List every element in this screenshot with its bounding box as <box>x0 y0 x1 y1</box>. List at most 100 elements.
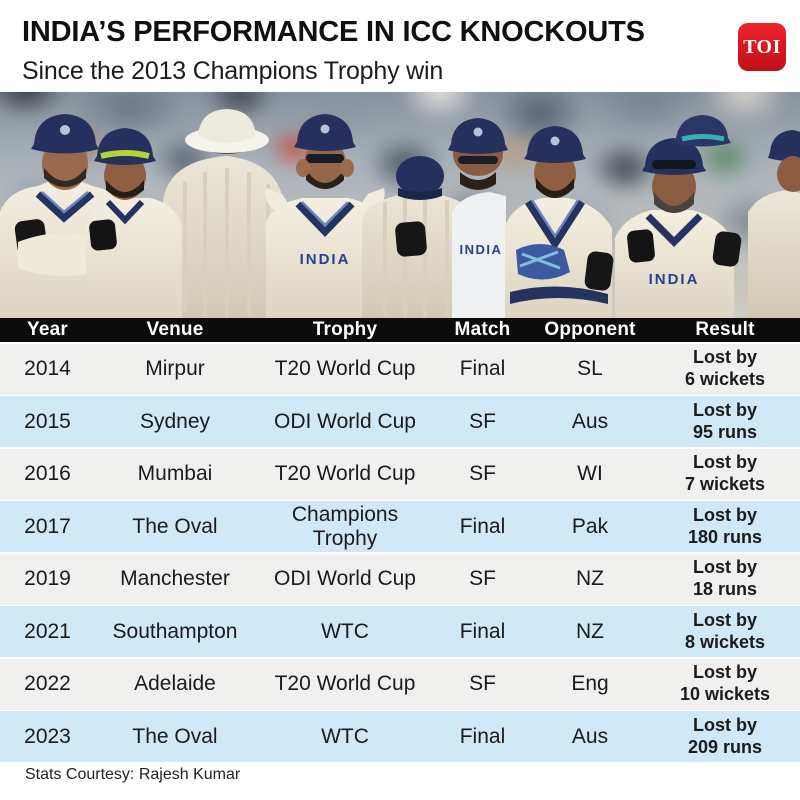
player-white-hat <box>163 109 284 318</box>
cell-opponent: Pak <box>571 514 609 538</box>
table-row-2015: 2015 Sydney ODI World Cup SF Aus Lost by… <box>0 396 800 447</box>
cell-match: SF <box>469 567 496 591</box>
cell-result: Lost by 7 wickets <box>650 452 800 495</box>
result-line1: Lost by <box>692 609 757 630</box>
player-holding-gloves <box>505 126 614 318</box>
cell-result: Lost by 209 runs <box>650 715 800 758</box>
page-title: INDIA’S PERFORMANCE IN ICC KNOCKOUTS <box>22 16 645 48</box>
result-line1: Lost by <box>692 347 757 368</box>
col-result: Result <box>695 318 755 340</box>
team-photo: INDIA INDIA <box>0 92 800 318</box>
result-line2: 6 wickets <box>684 369 766 389</box>
cell-match: Final <box>459 514 506 538</box>
cell-venue: The Oval <box>132 724 218 748</box>
toi-logo: TOI <box>738 23 786 71</box>
cell-match: SF <box>469 672 496 696</box>
table-row-2017: 2017 The Oval Champions Trophy Final Pak… <box>0 501 800 552</box>
table-row-2019: 2019 Manchester ODI World Cup SF NZ Lost… <box>0 553 800 605</box>
cell-opponent: SL <box>577 357 603 381</box>
cell-result: Lost by 8 wickets <box>650 610 800 653</box>
cell-trophy: WTC <box>255 620 435 643</box>
player-back-turned <box>362 156 478 318</box>
cell-year: 2014 <box>24 357 71 381</box>
trophy-text: ODI World Cup <box>274 409 416 433</box>
cell-result: Lost by 95 runs <box>650 400 800 443</box>
table-row-2021: 2021 Southampton WTC Final NZ Lost by 8 … <box>0 606 800 657</box>
cell-match: SF <box>469 409 496 433</box>
cell-trophy: Champions Trophy <box>255 503 435 549</box>
player-cap-low: INDIA <box>448 118 508 318</box>
result-line1: Lost by <box>692 557 757 578</box>
cell-result: Lost by 180 runs <box>650 505 800 548</box>
cell-result: Lost by 10 wickets <box>650 662 800 705</box>
cell-trophy: T20 World Cup <box>255 462 435 485</box>
player-behind-cap <box>673 115 731 147</box>
table-header: Year Venue Trophy Match Opponent Result <box>0 318 800 342</box>
result-line2: 8 wickets <box>684 631 766 652</box>
cell-match: Final <box>459 357 506 381</box>
col-trophy: Trophy <box>312 318 378 340</box>
cell-year: 2022 <box>24 672 71 696</box>
trophy-text: ODI World Cup <box>274 567 416 591</box>
col-year: Year <box>27 318 68 340</box>
result-line2: 18 runs <box>692 579 758 599</box>
cell-opponent: NZ <box>576 619 604 643</box>
cell-year: 2015 <box>24 409 71 433</box>
right-edge-player <box>748 130 800 318</box>
result-line1: Lost by <box>692 714 757 735</box>
cell-result: Lost by 18 runs <box>650 557 800 600</box>
results-table: Year Venue Trophy Match Opponent Result … <box>0 318 800 762</box>
player-shades-on-cap: INDIA <box>615 138 742 318</box>
result-line1: Lost by <box>692 399 757 420</box>
trophy-text: WTC <box>321 619 369 643</box>
jersey-india-text-2: INDIA <box>460 242 503 257</box>
trophy-text: T20 World Cup <box>274 357 416 381</box>
cell-match: Final <box>459 619 506 643</box>
cell-opponent: Eng <box>571 672 609 696</box>
table-row-2023: 2023 The Oval WTC Final Aus Lost by 209 … <box>0 711 800 762</box>
cell-trophy: WTC <box>255 725 435 748</box>
result-line1: Lost by <box>692 662 757 683</box>
cell-venue: Adelaide <box>134 672 216 696</box>
cell-venue: Mumbai <box>137 462 213 486</box>
cell-trophy: ODI World Cup <box>255 567 435 590</box>
players-illustration: INDIA INDIA <box>0 109 800 318</box>
cell-venue: Southampton <box>112 619 238 643</box>
cell-trophy: T20 World Cup <box>255 672 435 695</box>
cell-opponent: Aus <box>571 724 609 748</box>
result-line2: 7 wickets <box>684 474 766 494</box>
cell-year: 2016 <box>24 462 71 486</box>
result-line2: 95 runs <box>692 421 758 442</box>
cell-opponent: WI <box>577 462 603 486</box>
cell-trophy: T20 World Cup <box>255 357 435 380</box>
col-venue: Venue <box>146 318 204 340</box>
table-row-2014: 2014 Mirpur T20 World Cup Final SL Lost … <box>0 343 800 395</box>
toi-logo-text: TOI <box>743 35 781 58</box>
result-line1: Lost by <box>692 452 757 473</box>
result-line1: Lost by <box>692 504 757 525</box>
result-line2: 209 runs <box>687 736 763 757</box>
cell-result: Lost by 6 wickets <box>650 347 800 390</box>
cell-match: Final <box>459 724 506 748</box>
stats-credit: Stats Courtesy: Rajesh Kumar <box>25 766 241 783</box>
cell-venue: Sydney <box>139 409 211 433</box>
cell-opponent: Aus <box>571 409 609 433</box>
col-opponent: Opponent <box>544 318 636 340</box>
player-adjusting-shades: INDIA <box>265 114 385 318</box>
trophy-text: T20 World Cup <box>274 462 416 486</box>
trophy-text: Champions Trophy <box>291 503 399 550</box>
cell-venue: Manchester <box>120 567 230 591</box>
cell-year: 2017 <box>24 514 71 538</box>
table-row-2022: 2022 Adelaide T20 World Cup SF Eng Lost … <box>0 658 800 710</box>
result-line2: 10 wickets <box>679 684 771 704</box>
jersey-india-text-3: INDIA <box>649 271 700 288</box>
col-match: Match <box>454 318 511 340</box>
cell-year: 2023 <box>24 724 71 748</box>
cell-match: SF <box>469 462 496 486</box>
jersey-india-text: INDIA <box>300 251 351 268</box>
trophy-text: WTC <box>321 724 369 748</box>
cell-venue: Mirpur <box>145 357 205 381</box>
cell-trophy: ODI World Cup <box>255 410 435 433</box>
player-green-shades <box>86 128 182 318</box>
